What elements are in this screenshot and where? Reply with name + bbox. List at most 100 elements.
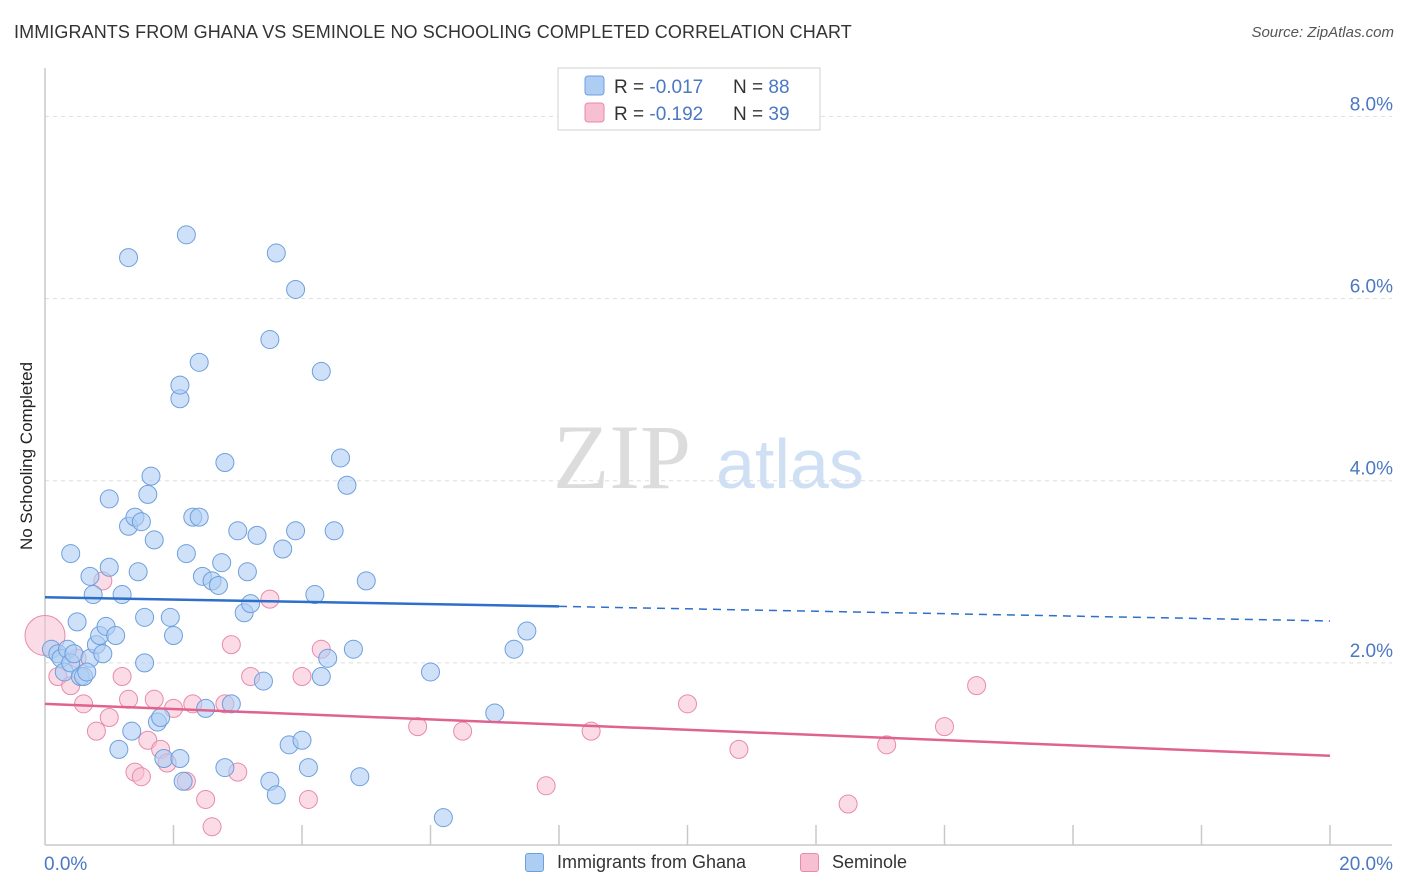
ghana-point [99, 557, 119, 577]
ghana-point [356, 571, 376, 591]
ghana-point [433, 808, 453, 828]
watermark: ZIP atlas [553, 406, 864, 508]
ghana-point [170, 748, 190, 768]
stats-r-label: R = [614, 104, 649, 125]
legend-swatch-ghana [525, 853, 544, 872]
ghana-point [112, 585, 132, 605]
legend-item-seminole[interactable]: Seminole [800, 852, 907, 873]
stats-r-label: R = [614, 77, 649, 98]
seminole-point [408, 717, 428, 737]
ghana-point [318, 648, 338, 668]
svg-text:R = -0.192: R = -0.192 [614, 104, 703, 125]
seminole-point [729, 739, 749, 759]
ghana-point [305, 585, 325, 605]
ghana-point [237, 562, 257, 582]
stats-r-value-ghana: -0.017 [649, 77, 703, 98]
svg-text:R = -0.017: R = -0.017 [614, 77, 703, 98]
trend-lines [44, 596, 1331, 757]
ghana-point [189, 507, 209, 527]
seminole-point [967, 676, 987, 696]
legend-item-ghana[interactable]: Immigrants from Ghana [525, 852, 746, 873]
seminole-point [292, 667, 312, 687]
ghana-point [228, 521, 248, 541]
seminole-point [144, 689, 164, 709]
ghana-point [164, 626, 183, 646]
ghana-point [504, 639, 524, 659]
ghana-trend-dashed [558, 605, 1331, 622]
stats-r-value-seminole: -0.192 [649, 104, 703, 125]
ghana-point [311, 667, 331, 687]
seminole-point [838, 794, 858, 814]
ghana-point [135, 607, 155, 627]
ghana-point [208, 575, 228, 595]
seminole-point [112, 667, 132, 687]
stats-swatch-seminole [584, 102, 605, 123]
ghana-point [173, 771, 193, 791]
ghana-point [135, 653, 155, 673]
seminole-point [86, 721, 106, 741]
ghana-point [253, 671, 273, 691]
ghana-point [517, 621, 537, 641]
seminole-point [196, 789, 216, 809]
y-tick-label: 8.0% [1350, 94, 1393, 115]
stats-n-label: N = [733, 77, 768, 98]
seminole-point [99, 708, 119, 727]
seminole-point [138, 730, 158, 750]
ghana-point [83, 585, 103, 605]
grid-layer [45, 115, 1392, 664]
seminole-point [298, 789, 318, 809]
ghana-point [119, 248, 139, 268]
ghana-point [77, 662, 97, 682]
ghana-point [343, 639, 363, 659]
ghana-point [131, 512, 151, 532]
watermark-zip: ZIP [553, 406, 691, 508]
svg-text:N = 39: N = 39 [733, 104, 790, 125]
y-tick-label: 2.0% [1350, 641, 1393, 662]
ghana-point [286, 279, 306, 299]
bottom-legend: Immigrants from Ghana Seminole [0, 852, 1406, 878]
seminole-point [877, 735, 897, 755]
stats-swatch-ghana [584, 75, 605, 96]
watermark-atlas: atlas [716, 425, 864, 503]
ghana-point [311, 361, 331, 381]
seminole-point [221, 635, 241, 655]
axis-layer [44, 68, 1392, 846]
ghana-point [260, 330, 280, 350]
ghana-point [93, 644, 113, 664]
seminole-trend [44, 702, 1331, 757]
ghana-point [273, 539, 293, 559]
ghana-point [99, 489, 119, 509]
ghana-point [106, 626, 126, 646]
ghana-point [160, 607, 180, 627]
ghana-point [215, 758, 235, 778]
seminole-point [935, 717, 954, 737]
ghana-point [67, 612, 87, 632]
ghana-point [122, 721, 142, 741]
seminole-point [678, 694, 697, 714]
ghana-point [138, 484, 158, 504]
ghana-point [212, 553, 232, 573]
ghana-point [266, 785, 286, 805]
ghana-point [286, 521, 306, 541]
ghana-point [221, 694, 241, 714]
ghana-point [176, 225, 196, 245]
seminole-point [119, 689, 139, 709]
y-tick-label: 4.0% [1350, 459, 1393, 480]
legend-label-ghana: Immigrants from Ghana [557, 852, 747, 872]
ghana-point [324, 521, 344, 541]
ghana-point [331, 448, 351, 468]
ghana-point [154, 748, 174, 768]
ghana-point [298, 758, 318, 778]
seminole-point [74, 694, 94, 714]
ghana-point [61, 544, 81, 564]
ghana-point [196, 698, 216, 718]
stats-n-value-seminole: 39 [768, 104, 789, 125]
ghana-point [247, 525, 267, 545]
ghana-point [128, 562, 148, 582]
ghana-point [109, 739, 129, 759]
legend-swatch-seminole [800, 853, 819, 872]
svg-text:N = 88: N = 88 [733, 77, 790, 98]
tick-labels: 2.0% 4.0% 6.0% 8.0% 0.0% 20.0% [44, 94, 1393, 875]
ghana-point [144, 530, 164, 550]
